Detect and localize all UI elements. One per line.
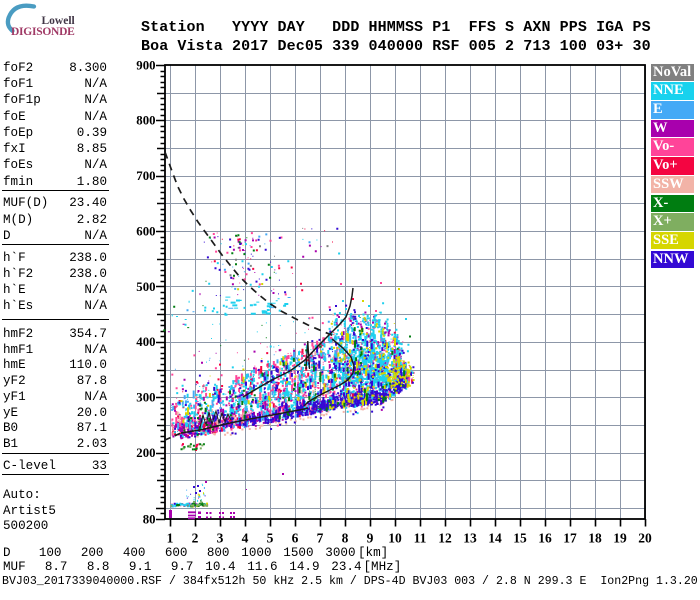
svg-text:4: 4 bbox=[242, 531, 249, 546]
svg-text:800: 800 bbox=[136, 114, 155, 128]
svg-text:400: 400 bbox=[136, 335, 155, 349]
svg-text:10: 10 bbox=[388, 531, 402, 546]
svg-text:16: 16 bbox=[538, 531, 552, 546]
svg-text:700: 700 bbox=[136, 169, 155, 183]
svg-text:300: 300 bbox=[136, 391, 155, 405]
svg-text:18: 18 bbox=[588, 531, 602, 546]
svg-text:15: 15 bbox=[513, 531, 527, 546]
svg-text:3: 3 bbox=[217, 531, 224, 546]
svg-text:8: 8 bbox=[342, 531, 349, 546]
svg-text:9: 9 bbox=[367, 531, 374, 546]
svg-text:2: 2 bbox=[192, 531, 199, 546]
svg-text:12: 12 bbox=[438, 531, 452, 546]
svg-text:17: 17 bbox=[563, 531, 577, 546]
svg-text:14: 14 bbox=[488, 531, 502, 546]
svg-text:19: 19 bbox=[613, 531, 627, 546]
svg-text:200: 200 bbox=[136, 446, 155, 460]
svg-text:20: 20 bbox=[638, 531, 652, 546]
svg-text:11: 11 bbox=[414, 531, 427, 546]
svg-text:900: 900 bbox=[136, 58, 155, 72]
svg-text:1: 1 bbox=[167, 531, 174, 546]
svg-text:80: 80 bbox=[143, 512, 156, 526]
svg-text:5: 5 bbox=[267, 531, 274, 546]
svg-text:500: 500 bbox=[136, 280, 155, 294]
svg-text:13: 13 bbox=[463, 531, 477, 546]
svg-text:600: 600 bbox=[136, 224, 155, 238]
svg-text:6: 6 bbox=[292, 531, 299, 546]
svg-text:7: 7 bbox=[317, 531, 324, 546]
